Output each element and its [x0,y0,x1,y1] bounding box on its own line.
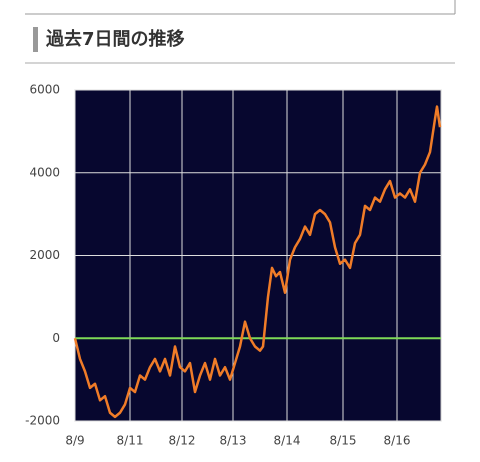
x-tick-label: 8/11 [117,434,144,448]
y-tick-label: -2000 [25,414,60,428]
title-bar [33,27,38,52]
series-line [73,105,442,419]
x-tick-label: 8/13 [220,434,247,448]
y-tick-label: 4000 [29,165,60,179]
x-tick-label: 8/16 [384,434,411,448]
x-tick-label: 8/9 [65,434,84,448]
y-tick-label: 2000 [29,248,60,262]
chart-title: 過去7日間の推移 [46,28,185,50]
x-tick-label: 8/14 [274,434,301,448]
x-tick-label: 8/12 [169,434,196,448]
x-tick-label: 8/15 [330,434,357,448]
y-tick-label: 6000 [29,83,60,97]
y-tick-label: 0 [52,331,60,345]
